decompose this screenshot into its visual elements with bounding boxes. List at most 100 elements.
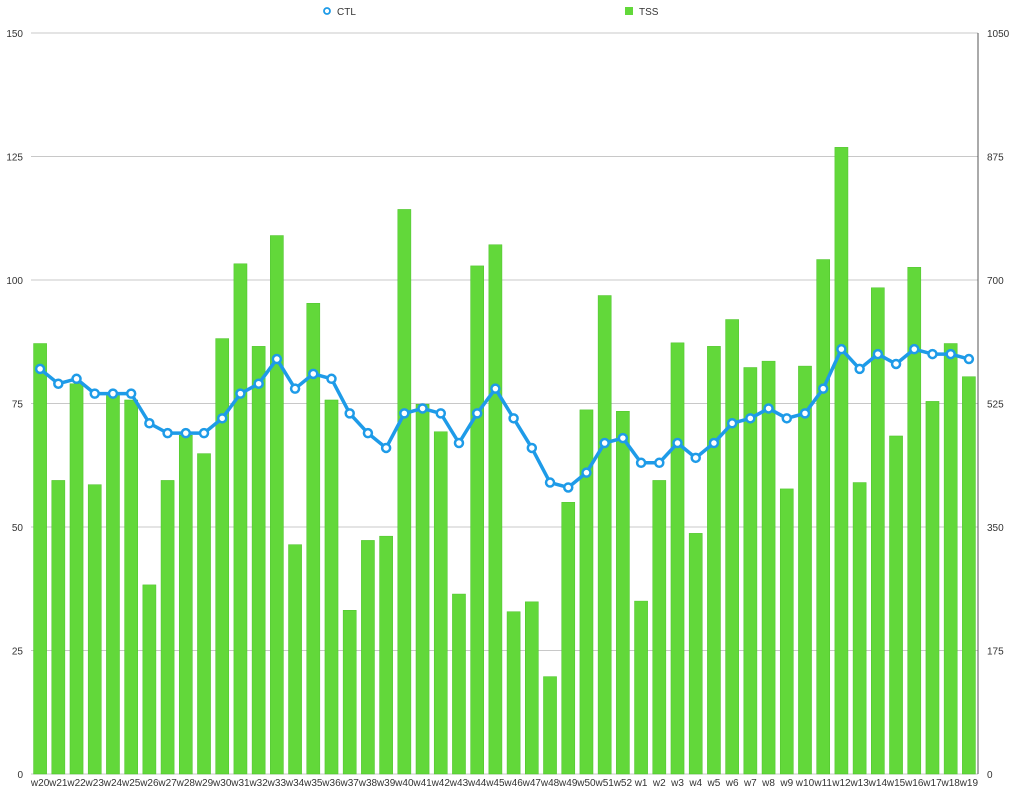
ctl-point [562,482,574,493]
y-left-tick-label: 50 [12,523,24,534]
x-tick-label: w7 [743,778,757,789]
ctl-point [890,358,902,370]
ctl-point [53,378,64,389]
x-tick-label: w47 [522,778,542,789]
ctl-point [289,383,301,394]
x-tick-label: w41 [412,778,432,789]
x-tick-label: w2 [652,778,666,789]
x-tick-label: w23 [85,778,105,789]
x-tick-label: w6 [725,778,739,789]
tss-bar [306,303,321,775]
tss-bar [433,431,448,775]
tss-bar [834,147,849,775]
x-tick-label: w1 [634,778,648,789]
x-tick-label: w36 [321,778,341,789]
tss-bar [652,480,667,775]
ctl-point [34,363,46,375]
x-tick-label: w35 [303,778,323,789]
x-tick-label: w25 [121,778,141,789]
ctl-point [271,353,283,365]
ctl-point [909,343,920,355]
ctl-point [799,408,811,419]
tss-bar [452,593,466,775]
x-tick-label: w44 [467,778,487,789]
tss-bar [397,209,412,775]
tss-bar [779,488,794,775]
tss-bar [379,535,393,775]
tss-bar [761,360,776,775]
ctl-point [544,477,556,488]
ctl-point [180,427,192,439]
x-tick-label: w48 [540,778,560,789]
y-left-tick-label: 125 [6,153,23,164]
ctl-point [435,408,447,419]
tss-bar [324,399,339,775]
x-tick-label: w16 [904,778,924,789]
x-tick-label: w31 [230,778,250,789]
tss-bar [743,367,758,775]
x-tick-label: w39 [376,778,396,789]
x-tick-label: w10 [795,778,815,789]
tss-bar [51,480,66,775]
x-tick-label: w42 [431,778,451,789]
x-tick-label: w46 [503,778,523,789]
x-tick-label: w32 [248,778,268,789]
tss-bar [634,600,648,775]
x-tick-label: w33 [267,778,287,789]
ctl-point [125,388,137,399]
legend-ctl-label: CTL [337,7,356,18]
y-right-tick-label: 525 [987,400,1004,411]
ctl-point [836,343,847,355]
x-tick-label: w45 [485,778,505,789]
x-tick-label: w30 [212,778,232,789]
ctl-point [963,353,975,365]
y-left-tick-label: 150 [6,29,23,40]
x-tick-label: w13 [849,778,869,789]
ctl-point [344,408,355,419]
x-tick-label: w43 [449,778,469,789]
y-right-tick-label: 875 [987,153,1004,164]
ctl-series-line [39,347,970,490]
tss-bar [124,399,138,775]
x-tick-label: w9 [779,778,793,789]
ctl-point [71,373,82,385]
x-tick-label: w40 [394,778,414,789]
x-tick-label: w17 [922,778,942,789]
tss-bar [670,342,685,775]
ctl-point [763,403,774,414]
tss-bar [907,267,922,775]
ctl-point [745,413,756,424]
tss-bar [160,480,175,775]
tss-bar [178,435,193,775]
tss-bar [69,383,84,775]
tss-bar [197,453,211,775]
ctl-point [599,437,610,449]
x-tick-label: w26 [139,778,159,789]
ctl-point [508,413,519,424]
tss-bar [270,235,284,775]
ctl-point [471,408,483,419]
x-tick-label: w28 [176,778,196,789]
x-tick-label: w52 [613,778,633,789]
tss-bar [707,346,721,775]
y-left-tick-label: 25 [12,647,24,658]
ctl-point [781,413,793,424]
tss-bar [871,287,885,775]
ctl-point [854,363,865,375]
x-tick-label: w5 [707,778,721,789]
ctl-point [526,442,538,454]
ctl-point [144,418,155,429]
tss-bar [251,346,266,775]
ctl-point [216,413,228,424]
x-tick-label: w15 [886,778,906,789]
ctl-point [417,403,428,414]
x-tick-label: w12 [831,778,851,789]
x-tick-label: w29 [194,778,214,789]
tss-bar [470,265,484,775]
ctl-point [690,452,701,464]
ctl-point [89,388,100,399]
ctl-point [927,348,938,360]
ctl-point [635,457,647,469]
